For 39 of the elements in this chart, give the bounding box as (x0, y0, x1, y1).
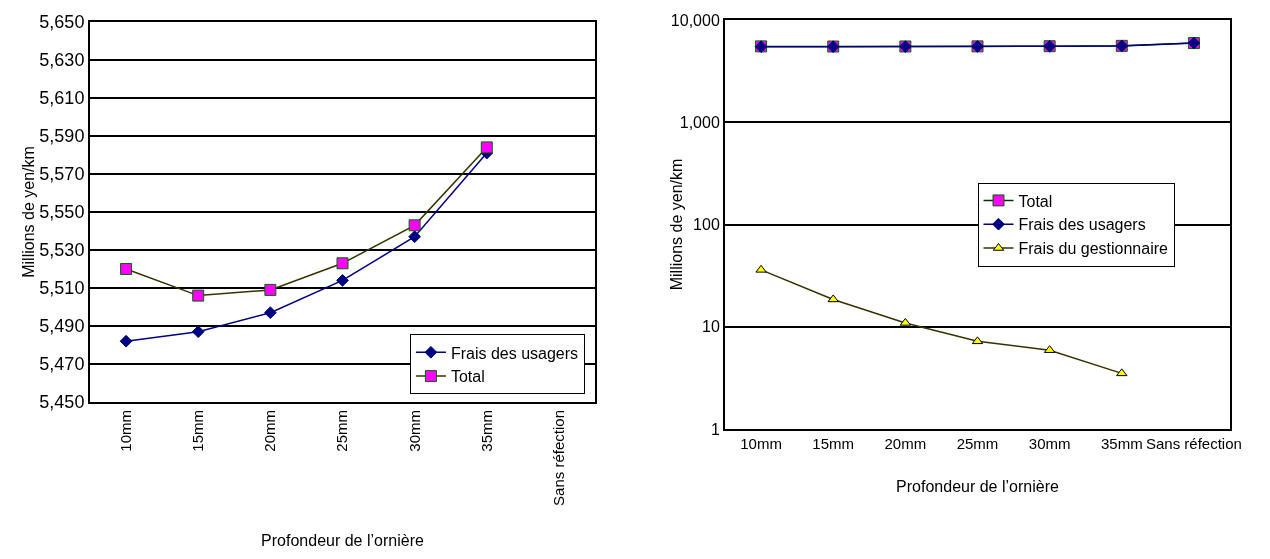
legend-label: Frais des usagers (450, 344, 579, 362)
y-tick-label: 1,000 (679, 113, 720, 131)
y-tick-label: 5,450 (39, 392, 85, 413)
legend-label: Total (450, 368, 485, 386)
x-tick-label: 35mm (1100, 435, 1143, 452)
legend-label: Frais du gestionnaire (1018, 240, 1169, 258)
y-tick-label: 5,570 (39, 164, 85, 185)
x-tick-label: 25mm (333, 410, 351, 452)
x-tick-label: 20mm (261, 410, 279, 452)
x-tick-label: 20mm (884, 435, 927, 452)
x-axis-title: Profondeur de l’ornière (896, 478, 1059, 496)
y-tick-label: 5,650 (39, 12, 85, 33)
y-tick-label: 5,490 (39, 316, 85, 337)
x-tick-label: 30mm (1028, 435, 1071, 452)
y-tick-label: 5,610 (39, 88, 85, 109)
x-tick-label: 35mm (477, 410, 495, 452)
x-tick-label: 25mm (956, 435, 999, 452)
legend-label: Frais des usagers (1018, 216, 1146, 234)
y-tick-label: 5,550 (39, 202, 85, 223)
y-axis-title: Millions de yen/km (668, 158, 685, 291)
y-tick-label: 100 (693, 216, 720, 234)
x-tick-label: 10mm (740, 435, 782, 452)
y-tick-label: 5,530 (39, 240, 85, 261)
x-axis-title: Profondeur de l’ornière (261, 532, 424, 550)
y-tick-label: 5,590 (39, 126, 85, 147)
y-tick-label: 5,470 (39, 354, 85, 375)
x-tick-label: 15mm (812, 435, 855, 452)
x-tick-label: Sans réfection (1145, 435, 1242, 452)
y-tick-label: 10,000 (670, 11, 720, 29)
x-tick-label: 30mm (405, 410, 423, 452)
x-tick-label: 15mm (189, 410, 207, 452)
y-tick-label: 1 (710, 420, 720, 438)
legend-label: Total (1018, 192, 1053, 210)
x-tick-label: Sans réfection (549, 410, 567, 506)
y-tick-label: 5,510 (39, 278, 85, 299)
y-tick-label: 5,630 (39, 50, 85, 71)
x-tick-label: 10mm (116, 410, 134, 452)
y-axis-title: Millions de yen/km (20, 146, 38, 278)
y-tick-label: 10 (702, 318, 720, 336)
